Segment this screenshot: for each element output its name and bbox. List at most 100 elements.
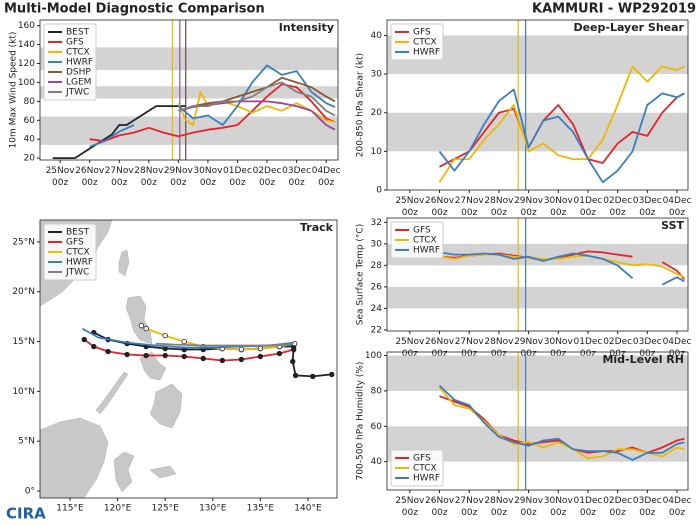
x-tick-label: 25Nov 00z (395, 337, 425, 359)
track-point (310, 373, 316, 380)
x-tick-label: 125°E (151, 504, 179, 514)
x-tick-label: 130°E (199, 504, 227, 514)
x-tick-label: 25Nov 00z (395, 196, 425, 218)
x-tick-label: 29Nov 00z (514, 496, 544, 518)
x-tick-label-line: 00z (259, 178, 275, 188)
band (387, 243, 688, 266)
track-point (238, 346, 245, 353)
plot-frame (39, 19, 339, 161)
plot-frame (386, 19, 689, 191)
track-point (290, 346, 297, 353)
x-tick-label-line: 00z (521, 208, 537, 218)
x-tick-label-line: 27Nov (455, 496, 485, 506)
x-tick-label: 27Nov 00z (455, 496, 485, 518)
track-point (257, 353, 264, 360)
plot-frame (386, 217, 689, 332)
x-tick-label-line: 00z (639, 349, 655, 359)
y-tick-label: 5°N (18, 437, 35, 447)
x-tick-label-line: 04Dec (312, 166, 341, 176)
x-tick-label-line: 00z (52, 178, 68, 188)
x-tick-label-line: 01Dec (574, 496, 603, 506)
x-tick-label-line: 26Nov (75, 166, 105, 176)
x-tick-label-line: 00z (669, 208, 685, 218)
x-tick-label: 28Nov 00z (484, 337, 514, 359)
x-tick-label-line: 00z (318, 178, 334, 188)
x-tick-label-line: 00z (289, 178, 305, 188)
y-tick-label: 60 (24, 116, 36, 126)
x-tick-label-line: 02Dec (253, 166, 282, 176)
y-tick-label: 120 (18, 59, 35, 69)
track-point (138, 322, 145, 329)
panel-title: Mid-Level RH (602, 353, 684, 366)
plot-area (387, 218, 688, 331)
x-tick-label: 04Dec 00z (663, 196, 692, 218)
x-tick-label: 01Dec 00z (223, 166, 252, 188)
x-tick-label-line: 03Dec (633, 196, 662, 206)
x-tick-label-line: 25Nov (395, 337, 425, 347)
series-line (89, 83, 336, 142)
x-tick-label: 29Nov 00z (514, 196, 544, 218)
track-point (181, 338, 187, 345)
x-tick-label: 25Nov 00z (46, 166, 76, 188)
x-tick-label-line: 00z (461, 349, 477, 359)
x-tick-label-line: 30Nov (544, 496, 574, 506)
x-tick-label-line: 25Nov (395, 496, 425, 506)
x-tick-label-line: 00z (550, 349, 566, 359)
legend-label: JTWC (65, 268, 89, 278)
x-tick-label: 30Nov 00z (544, 196, 574, 218)
y-tick-label: 40 (24, 135, 36, 145)
x-tick-label-line: 00z (111, 178, 127, 188)
x-tick-label: 28Nov 00z (484, 496, 514, 518)
panel-title: SST (661, 219, 684, 232)
legend-label: BEST (66, 28, 90, 38)
x-tick-label-line: 28Nov (484, 337, 514, 347)
series-line (89, 64, 336, 148)
x-tick-label-line: 01Dec (574, 196, 603, 206)
x-tick-label-line: 00z (461, 208, 477, 218)
x-tick-label-line: 28Nov (484, 496, 514, 506)
y-tick-label: 30 (371, 70, 383, 80)
x-tick-label-line: 00z (580, 208, 596, 218)
legend-label: JTWC (65, 88, 89, 98)
x-tick-label: 02Dec 00z (253, 166, 282, 188)
y-tick-label: 100 (18, 78, 35, 88)
x-tick-label-line: 00z (491, 349, 507, 359)
y-axis-label: 700-500 hPa Humidity (%) (356, 362, 366, 481)
x-tick-label-line: 00z (431, 508, 447, 518)
x-tick-label-line: 00z (580, 508, 596, 518)
legend-label: GFS (413, 226, 431, 236)
x-tick-label-line: 27Nov (105, 166, 135, 176)
y-tick-label: 60 (371, 422, 383, 432)
y-tick-label: 160 (18, 21, 35, 31)
legend-label: CTCX (66, 248, 90, 258)
x-tick-label: 29Nov 00z (514, 337, 544, 359)
x-tick-label-line: 30Nov (544, 337, 574, 347)
x-tick-label-line: 02Dec (603, 337, 632, 347)
series-line (178, 81, 336, 117)
y-tick-label: 25°N (12, 237, 35, 247)
x-tick-label: 29Nov 00z (164, 166, 194, 188)
y-tick-label: 24 (371, 304, 383, 314)
x-tick-label: 135°E (247, 504, 275, 514)
y-tick-label: 10 (371, 147, 383, 157)
x-tick-label: 30Nov 00z (544, 337, 574, 359)
x-tick-label-line: 00z (82, 178, 98, 188)
track-point (81, 336, 87, 343)
x-tick-label: 01Dec 00z (574, 196, 603, 218)
x-tick-label-line: 00z (610, 508, 626, 518)
y-tick-label: 140 (18, 40, 35, 50)
plot-area (81, 322, 335, 380)
x-tick-label: 26Nov 00z (75, 166, 105, 188)
legend-label: GFS (66, 238, 84, 248)
y-tick-label: 32 (371, 218, 382, 228)
series-line (438, 65, 685, 183)
x-tick-label-line: 29Nov (514, 337, 544, 347)
x-tick-label-line: 00z (610, 349, 626, 359)
x-tick-label: 27Nov 00z (455, 337, 485, 359)
x-tick-label: 01Dec 00z (574, 337, 603, 359)
track-point (292, 372, 299, 379)
x-tick-label-line: 29Nov (164, 166, 194, 176)
plot-area (40, 20, 338, 160)
x-tick-label: 115°E (56, 504, 84, 514)
